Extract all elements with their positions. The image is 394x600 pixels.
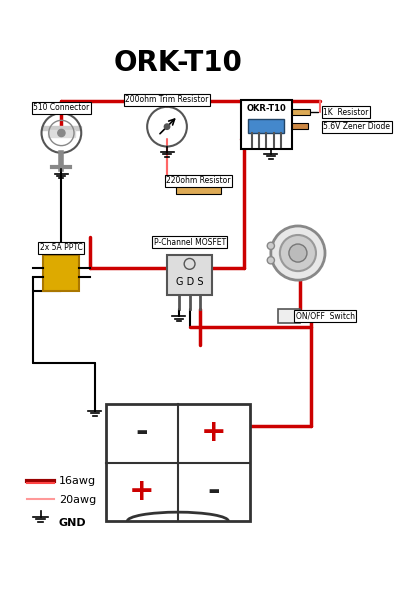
Circle shape: [271, 226, 325, 280]
Bar: [278, 309, 300, 323]
Bar: [41, 126, 81, 130]
Text: 16awg: 16awg: [59, 476, 96, 487]
Bar: [248, 119, 284, 133]
Text: ON/OFF  Switch: ON/OFF Switch: [296, 312, 355, 321]
Text: GND: GND: [59, 518, 86, 528]
Bar: [176, 185, 221, 194]
Text: 2x 5A PPTC: 2x 5A PPTC: [40, 243, 83, 252]
Text: 1K  Resistor: 1K Resistor: [323, 108, 368, 117]
Circle shape: [164, 124, 170, 130]
Text: OKR-T10: OKR-T10: [247, 104, 286, 113]
Text: ORK-T10: ORK-T10: [113, 49, 242, 77]
Text: 5.6V Zener Diode: 5.6V Zener Diode: [323, 122, 390, 131]
Text: -: -: [136, 418, 148, 447]
Text: -: -: [208, 477, 220, 506]
Bar: [106, 404, 250, 521]
Text: 20awg: 20awg: [59, 494, 96, 505]
Text: 220ohm Resistor: 220ohm Resistor: [166, 176, 231, 185]
Bar: [48, 130, 75, 137]
Circle shape: [280, 235, 316, 271]
Bar: [167, 255, 212, 295]
Text: G D S: G D S: [176, 277, 203, 287]
Text: 510 Connector: 510 Connector: [33, 103, 89, 112]
Circle shape: [267, 242, 275, 250]
Text: 200ohm Trim Resistor: 200ohm Trim Resistor: [125, 95, 209, 104]
Bar: [292, 109, 310, 115]
Circle shape: [267, 257, 275, 264]
Text: +: +: [201, 418, 227, 447]
Bar: [43, 255, 80, 291]
Bar: [241, 100, 292, 149]
Bar: [292, 123, 308, 130]
Circle shape: [289, 244, 307, 262]
Text: P-Channel MOSFET: P-Channel MOSFET: [154, 238, 226, 247]
Circle shape: [58, 130, 65, 137]
Text: +: +: [129, 477, 154, 506]
